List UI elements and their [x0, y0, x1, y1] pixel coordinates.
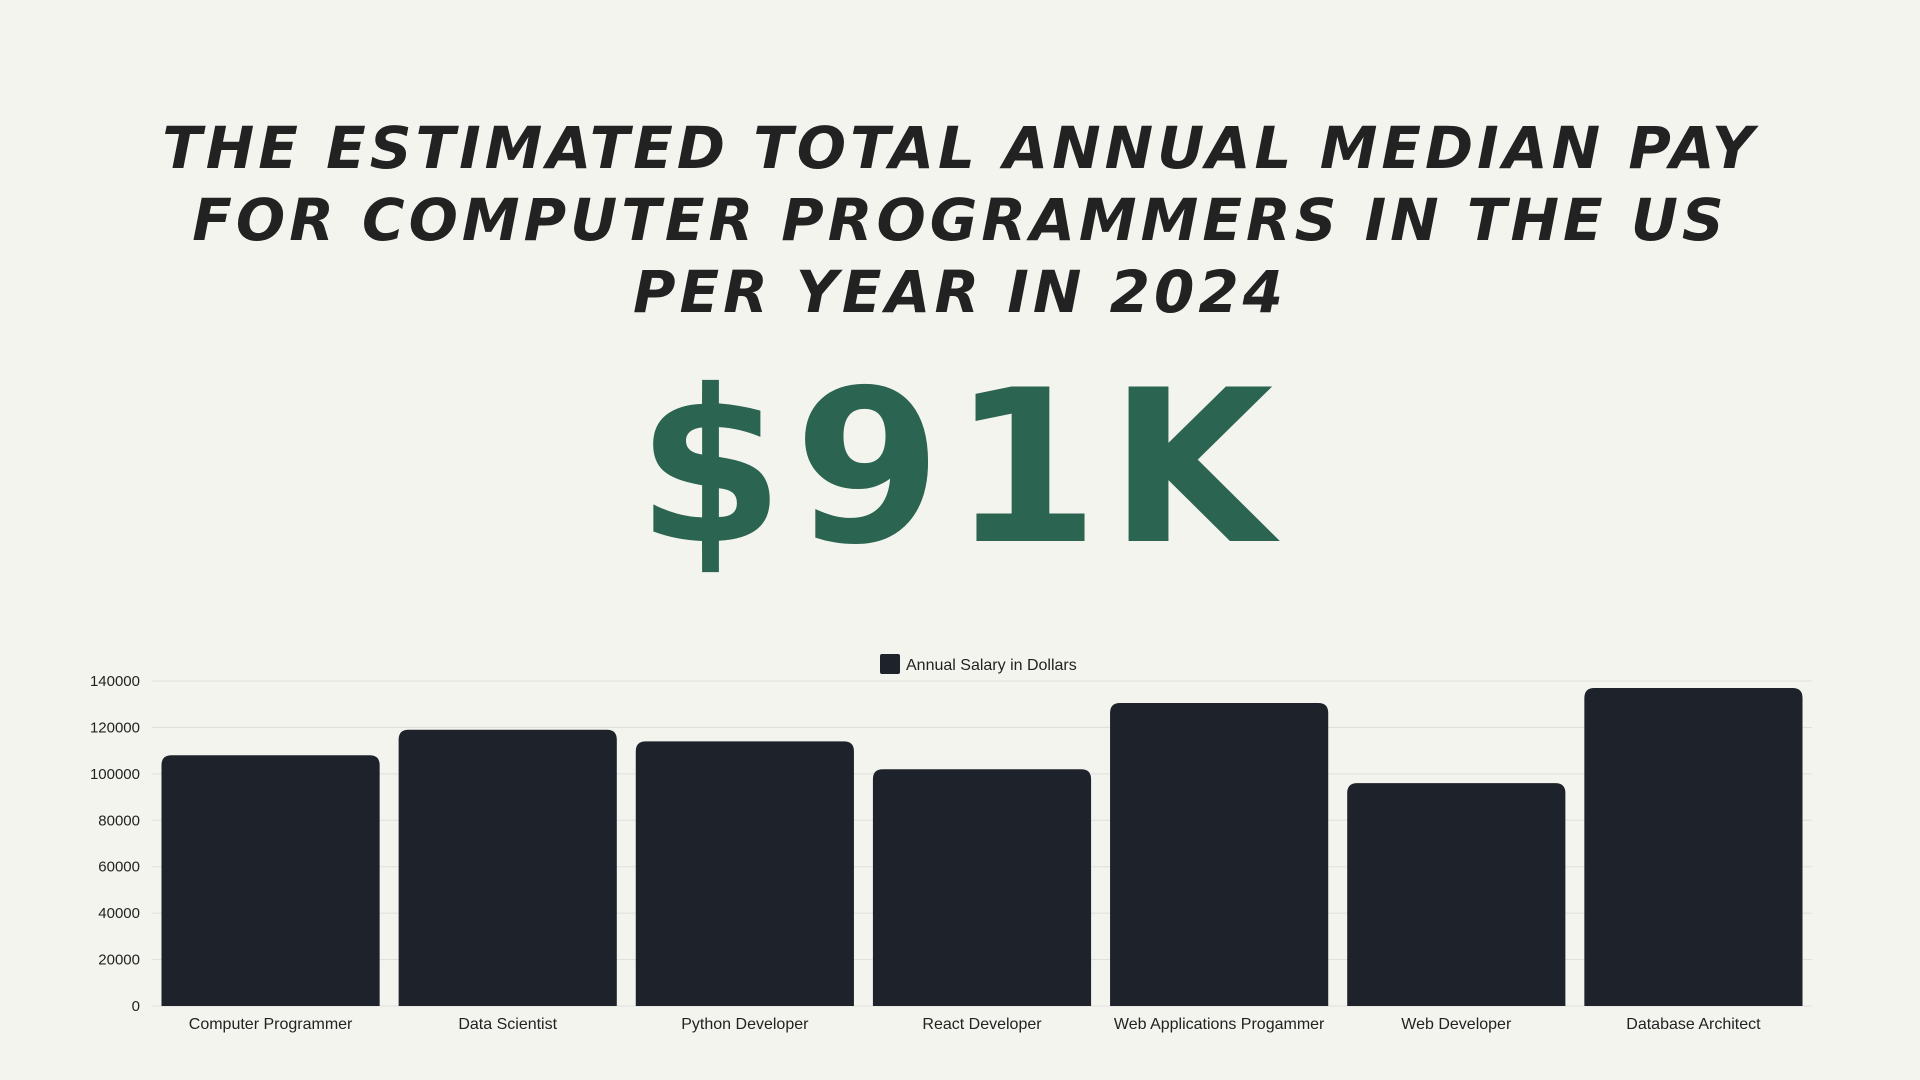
bar-7	[1584, 687, 1803, 1006]
title-line-2: FOR COMPUTER PROGRAMMERS IN THE US	[192, 186, 1728, 254]
page-title: THE ESTIMATED TOTAL ANNUAL MEDIAN PAY FO…	[0, 112, 1920, 328]
bar-3	[635, 741, 854, 1006]
bar-5	[1110, 703, 1329, 1006]
legend-label: Annual Salary in Dollars	[906, 657, 1077, 674]
y-tick-label: 20000	[98, 952, 140, 969]
chart-bars	[161, 687, 1803, 1006]
x-tick-label: Data Scientist	[458, 1016, 557, 1033]
x-tick-label: React Developer	[922, 1016, 1042, 1033]
y-tick-label: 40000	[98, 905, 140, 922]
chart-svg: 020000400006000080000100000120000140000 …	[90, 654, 1812, 1033]
bar-6	[1347, 783, 1566, 1006]
y-tick-label: 140000	[90, 673, 140, 690]
x-tick-label: Database Architect	[1626, 1016, 1761, 1033]
median-pay-value: $91K	[636, 344, 1284, 591]
salary-bar-chart: 0 20000 40000 60000 80000 100000 120000 140000 …	[0, 640, 1920, 1060]
y-tick-label: 80000	[98, 812, 140, 829]
y-tick-label: 0	[132, 998, 140, 1015]
y-tick-label: 100000	[90, 766, 140, 783]
y-tick-label: 60000	[98, 859, 140, 876]
x-tick-label: Python Developer	[681, 1016, 809, 1033]
x-tick-label: Computer Programmer	[189, 1016, 353, 1033]
y-tick-label: 120000	[90, 719, 140, 736]
title-line-1: THE ESTIMATED TOTAL ANNUAL MEDIAN PAY	[162, 114, 1758, 182]
legend-swatch	[880, 654, 900, 674]
bar-4	[872, 769, 1092, 1006]
x-tick-label: Web Applications Progammer	[1114, 1016, 1325, 1033]
x-tick-label: Web Developer	[1401, 1016, 1512, 1033]
chart-legend: Annual Salary in Dollars	[880, 654, 1077, 674]
title-line-3: PER YEAR IN 2024	[632, 258, 1288, 326]
bar-2	[398, 729, 617, 1006]
y-axis: 0 20000 40000 60000 80000 100000 120000 140000	[90, 673, 140, 1015]
x-axis: Computer Programmer Data Scientist Python …	[189, 1016, 1761, 1033]
bar-1	[161, 755, 380, 1006]
